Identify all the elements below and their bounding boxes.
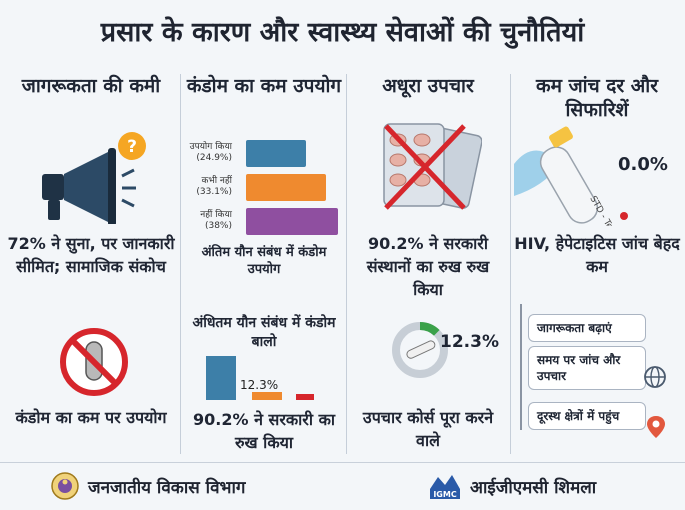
bar [246,140,306,167]
testing-stat: HIV, हेपेटाइटिस जांच बेहद कम [514,234,680,276]
no-condom-icon [60,328,128,396]
department-name: जनजातीय विकास विभाग [88,478,246,498]
divider [346,74,347,454]
column-low-testing: कम जांच दर और सिफारिशें STD - Test 0.0% … [514,68,680,460]
bar-label: नहीं किया (38%) [200,210,232,231]
column-awareness: जागरूकता की कमी ? 72% ने सुना, पर जानकार… [6,68,176,460]
recommendation-connector [520,304,522,430]
pills-icon [383,123,482,210]
column-heading: कम जांच दर और सिफारिशें [536,75,658,121]
recommendation-timely-test: समय पर जांच और उपचार [528,346,646,390]
govt-institution-text: 90.2% ने सरकारी का रुख किया [192,410,335,452]
globe-icon [644,366,666,388]
bar-label: उपयोग किया (24.9%) [189,142,232,163]
bar [246,208,338,235]
footer: जनजातीय विकास विभाग IGMC आईजीएमसी शिमला [0,462,685,510]
test-tube-icon: STD - Test [514,126,628,226]
divider [510,74,511,454]
column-condom-use: कंडोम का कम उपयोग उपयोग किया (24.9%) कभी … [184,68,344,460]
column-incomplete-treatment: अधूरा उपचार 90.2% ने सरकारी संस्थानों का… [350,68,506,460]
megaphone-icon: ? [42,132,146,224]
igmc-logo-text: IGMC [433,490,457,499]
condom-low-use-text: कंडोम का कम पर उपयोग [15,408,167,427]
bar-label: कभी नहीं (33.1%) [196,176,232,197]
column-heading: अधूरा उपचार [382,75,474,97]
page-title: प्रसार के कारण और स्वास्थ्य सेवाओं की चु… [100,16,585,48]
treatment-gauge [392,322,448,378]
treatment-stat: 90.2% ने सरकारी संस्थानों का रुख रुख किय… [366,234,490,299]
igmc-logo-icon: IGMC [430,475,460,499]
column-heading: जागरूकता की कमी [21,75,161,97]
map-pin-icon [647,416,665,438]
divider [180,74,181,454]
institution-name: आईजीएमसी शिमला [470,478,597,498]
mini-bar-chart [206,356,314,400]
bar [246,174,326,201]
department-logo-icon [51,472,79,500]
condom-bar-chart: उपयोग किया (24.9%) कभी नहीं (33.1%) नहीं क… [184,140,344,244]
awareness-stat: 72% ने सुना, पर जानकारी सीमित; सामाजिक स… [7,234,175,276]
gauge-value: 12.3% [440,332,499,352]
recommendation-remote-reach: दूरस्थ क्षेत्रों में पहुंच [528,402,646,430]
test-value: 0.0% [618,154,668,175]
mini-bar-label: 12.3% [240,378,279,392]
column-heading: कंडोम का कम उपयोग [186,75,342,97]
recommendation-awareness: जागरूकता बढ़ाएं [528,314,646,342]
chart-caption: अंतिम यौन संबंध में कंडोम उपयोग [201,245,327,277]
svg-text:?: ? [127,137,137,157]
treatment-completion-text: उपचार कोर्स पूरा करने वाले [362,408,494,450]
chart-heading-2: अंधितम यौन संबंध में कंडोम बालो [192,315,336,350]
